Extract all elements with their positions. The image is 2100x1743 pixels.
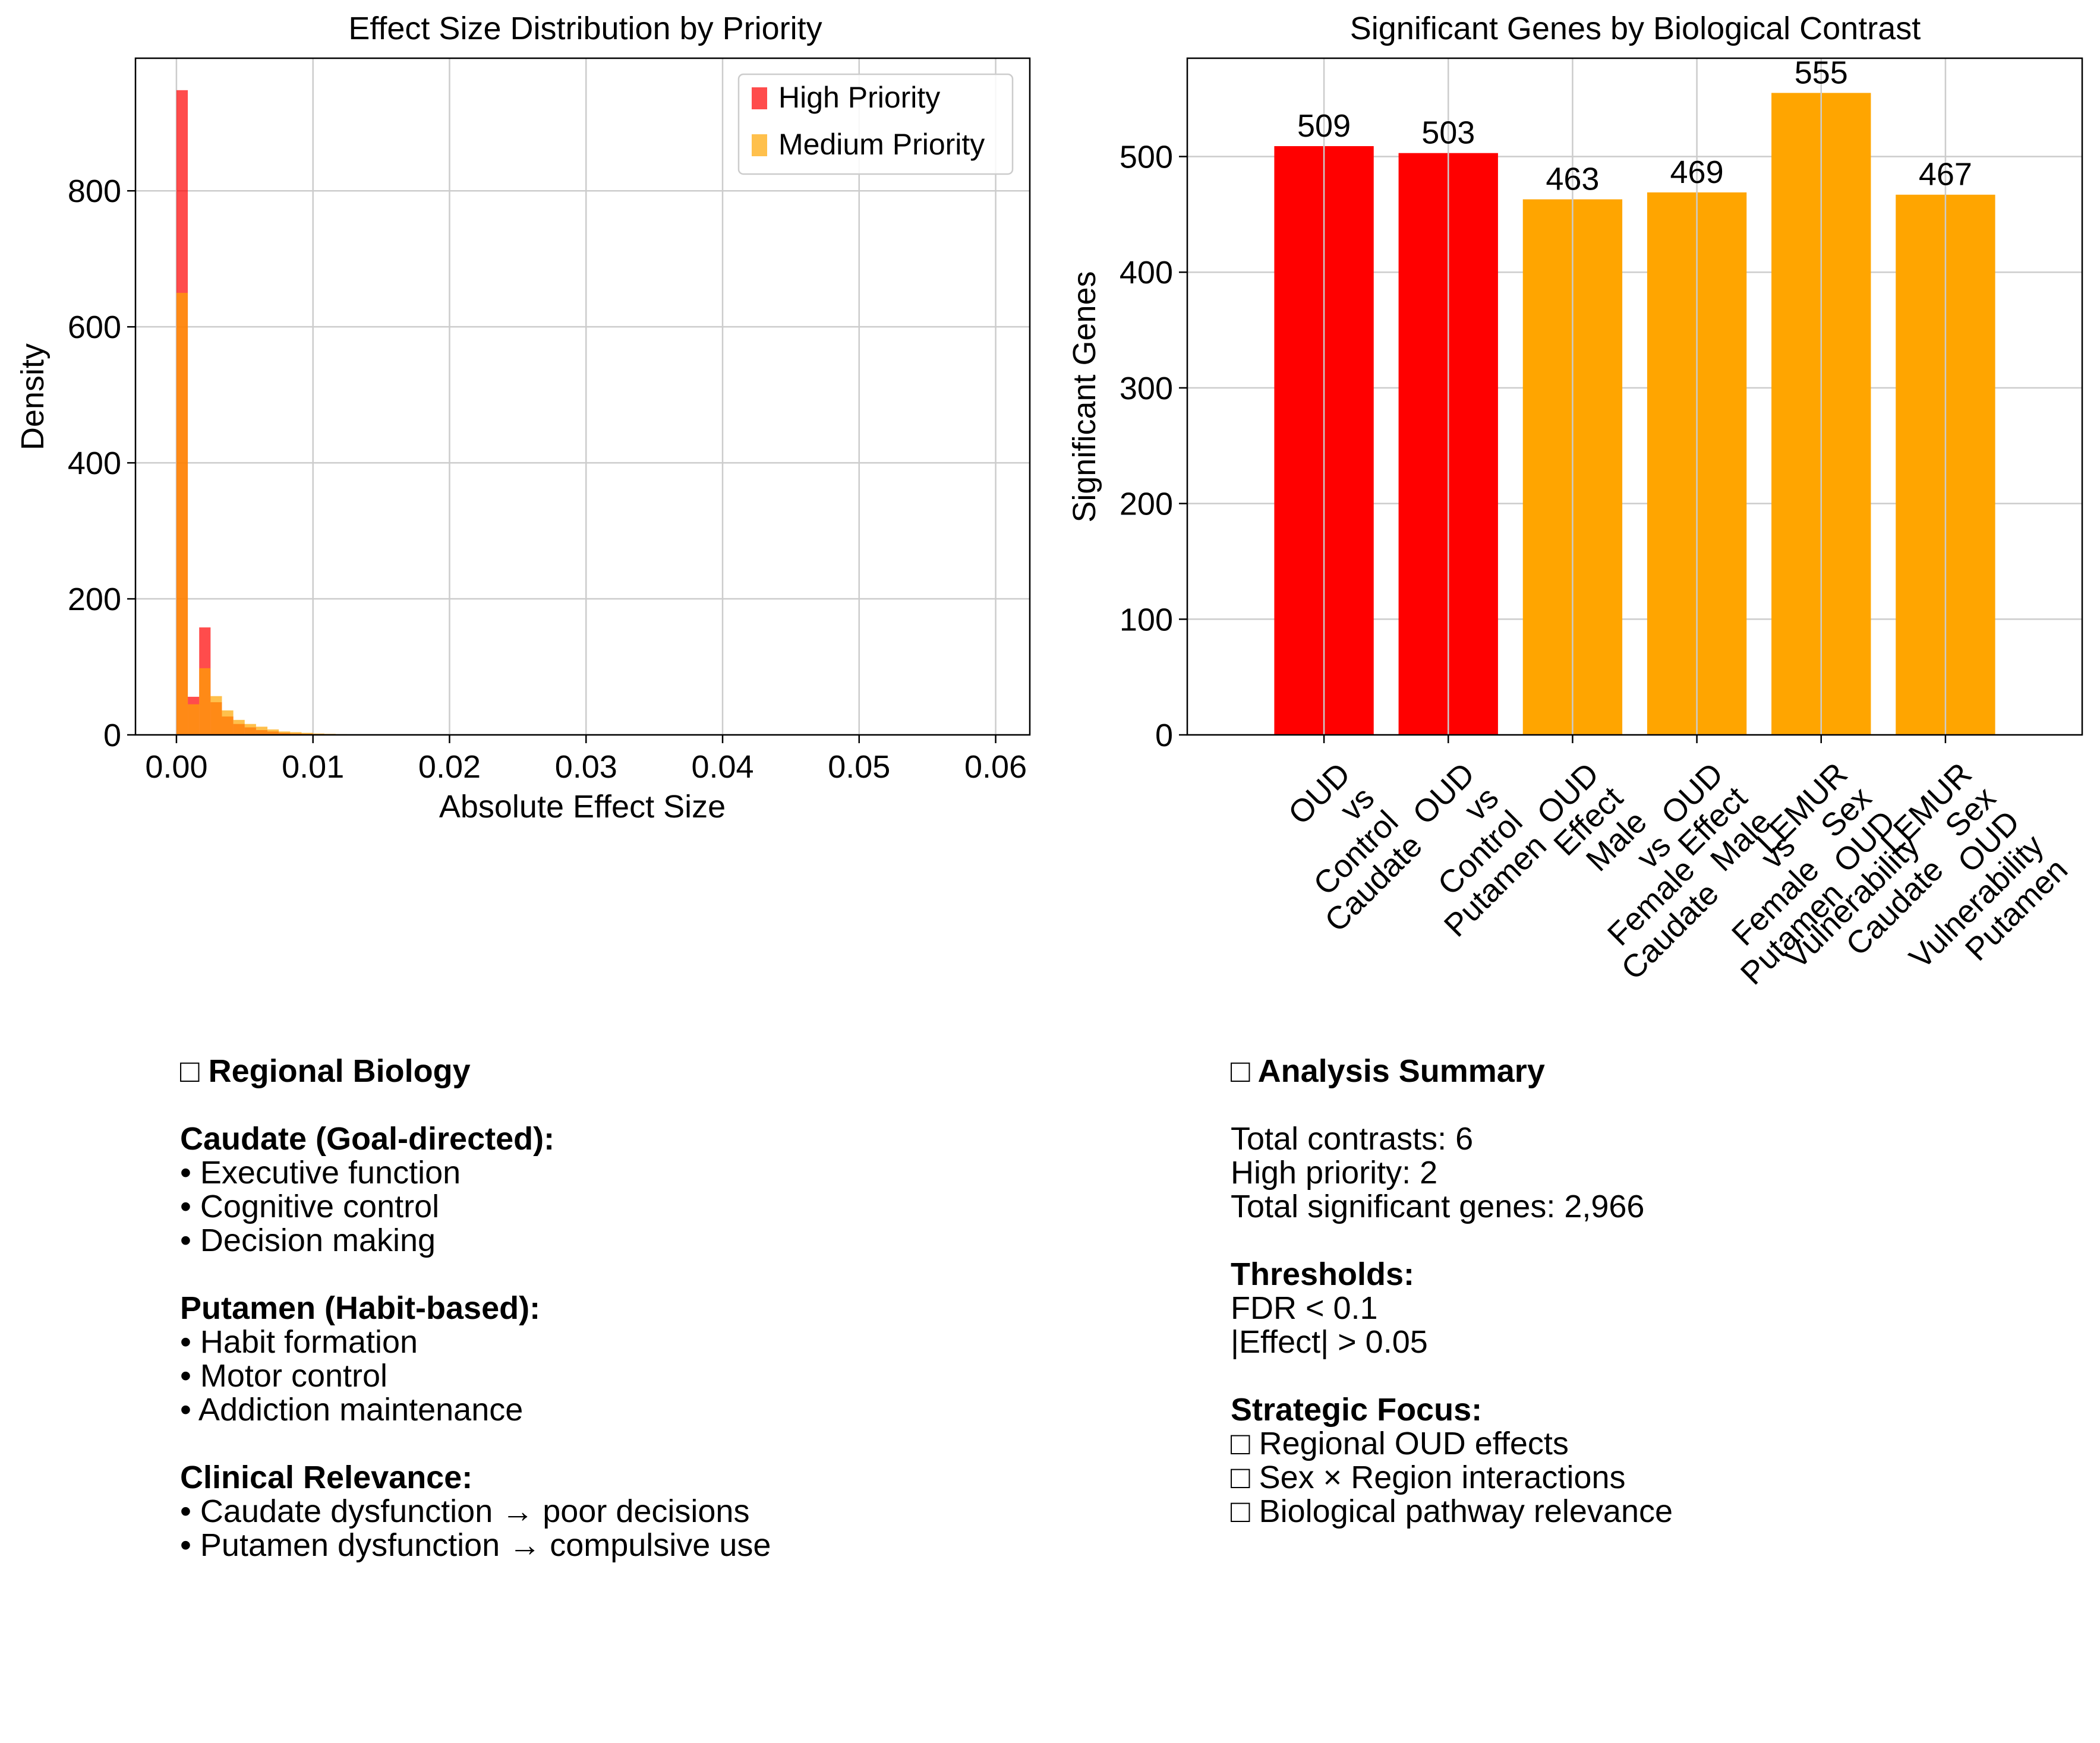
y-tick-label: 500 (1120, 139, 1173, 175)
panel-line: • Decision making (180, 1223, 436, 1258)
histogram-bar (188, 704, 200, 735)
histogram-bar (176, 292, 188, 735)
panel-heading: Caudate (Goal-directed): (180, 1121, 555, 1157)
y-tick-label: 0 (1155, 718, 1173, 753)
panel-heading: Clinical Relevance: (180, 1460, 473, 1495)
legend-label: Medium Priority (778, 128, 985, 161)
histogram-legend: High Priority Medium Priority (737, 73, 1014, 175)
analysis-summary-panel: □ Analysis Summary Total contrasts: 6 High… (1231, 1054, 1673, 1529)
histogram-y-ticks: 0 200 400 600 800 (68, 173, 135, 753)
panel-line: High priority: 2 (1231, 1155, 1438, 1191)
panel-heading: Strategic Focus: (1231, 1392, 1483, 1428)
panel-line: Total significant genes: 2,966 (1231, 1189, 1645, 1224)
legend-swatch (752, 87, 767, 109)
histogram-y-axis-label: Density (15, 343, 51, 450)
panel-line: |Effect| > 0.05 (1231, 1324, 1428, 1360)
x-tick-label: 0.01 (282, 749, 344, 785)
histogram-bar (301, 732, 313, 735)
panel-heading: □ Regional Biology (180, 1053, 471, 1089)
histogram-bar (279, 731, 291, 735)
bar-value-label: 467 (1919, 157, 1972, 192)
spacer (180, 1088, 771, 1122)
bar-value-label: 503 (1421, 115, 1475, 151)
histogram-bar (210, 696, 222, 735)
legend-label: High Priority (778, 81, 940, 114)
x-tick-label: 0.04 (691, 749, 753, 785)
spacer (180, 1427, 771, 1461)
bar-chart-x-ticks: OUDvsControlCaudateOUDvsControlPutamenOU… (1246, 735, 2074, 992)
panel-heading: Thresholds: (1231, 1256, 1415, 1292)
x-tick-label: 0.03 (555, 749, 617, 785)
panel-line: • Motor control (180, 1358, 388, 1394)
y-tick-label: 0 (103, 718, 121, 753)
panel-line: • Habit formation (180, 1324, 418, 1360)
bar-value-label: 463 (1546, 162, 1599, 197)
histogram-chart: Effect Size Distribution by Priority 0.0… (15, 11, 1031, 825)
spacer (1231, 1088, 1673, 1122)
bar-chart-plot-frame (1186, 57, 2083, 736)
histogram-bar (267, 729, 279, 735)
y-tick-label: 800 (68, 173, 121, 209)
histogram-bar (199, 668, 211, 735)
spacer (180, 1258, 771, 1292)
panel-line: • Executive function (180, 1155, 461, 1191)
histogram-x-ticks: 0.00 0.01 0.02 0.03 0.04 0.05 0.06 (145, 735, 1027, 785)
panel-line: • Putamen dysfunction → compulsive use (180, 1527, 771, 1563)
x-tick-label: 0.02 (418, 749, 481, 785)
bar-chart-y-ticks: 0 100 200 300 400 500 (1120, 139, 1187, 753)
panel-heading: Putamen (Habit-based): (180, 1290, 541, 1326)
panel-line: □ Sex × Region interactions (1231, 1460, 1626, 1495)
bar-chart: Significant Genes by Biological Contrast… (1067, 11, 2083, 992)
y-tick-label: 300 (1120, 371, 1173, 406)
x-tick-label: 0.05 (828, 749, 890, 785)
y-tick-label: 100 (1120, 602, 1173, 637)
y-tick-label: 400 (1120, 255, 1173, 290)
legend-box (737, 73, 1014, 175)
bar-chart-bars (1274, 93, 1995, 735)
panel-heading: □ Analysis Summary (1231, 1053, 1545, 1089)
histogram-bar (233, 719, 245, 735)
bar-chart-y-axis-label: Significant Genes (1067, 271, 1102, 522)
panel-line: □ Regional OUD effects (1231, 1426, 1569, 1461)
histogram-bar (244, 724, 256, 735)
panel-line: Total contrasts: 6 (1231, 1121, 1474, 1157)
bar-chart-title: Significant Genes by Biological Contrast (1350, 11, 1921, 46)
x-tick-label: 0.06 (964, 749, 1027, 785)
panel-line: FDR < 0.1 (1231, 1290, 1378, 1326)
y-tick-label: 600 (68, 310, 121, 345)
histogram-bar (256, 727, 268, 735)
histogram-title: Effect Size Distribution by Priority (348, 11, 822, 46)
histogram-bar (222, 710, 234, 735)
histogram-bars (176, 90, 359, 735)
y-tick-label: 200 (1120, 487, 1173, 522)
spacer (1231, 1224, 1673, 1258)
legend-swatch (752, 134, 767, 156)
regional-biology-panel: □ Regional Biology Caudate (Goal-directed… (180, 1054, 771, 1562)
histogram-bar (290, 732, 302, 735)
y-tick-label: 200 (68, 582, 121, 617)
bar-value-label: 509 (1297, 108, 1351, 144)
y-tick-label: 400 (68, 446, 121, 481)
x-tick-label: 0.00 (145, 749, 207, 785)
bar-value-label: 555 (1795, 55, 1848, 90)
bar-value-label: 469 (1670, 154, 1724, 190)
panel-line: • Addiction maintenance (180, 1392, 524, 1428)
histogram-plot-frame (134, 57, 1031, 736)
panel-line: □ Biological pathway relevance (1231, 1493, 1673, 1529)
x-tick-label: OUDvsControlCaudate (1246, 756, 1429, 939)
spacer (1231, 1359, 1673, 1393)
bar-chart-value-labels: 509 503 463 469 555 467 (1297, 55, 1972, 197)
histogram-x-axis-label: Absolute Effect Size (439, 789, 726, 825)
panel-line: • Caudate dysfunction → poor decisions (180, 1493, 750, 1529)
panel-line: • Cognitive control (180, 1189, 440, 1224)
